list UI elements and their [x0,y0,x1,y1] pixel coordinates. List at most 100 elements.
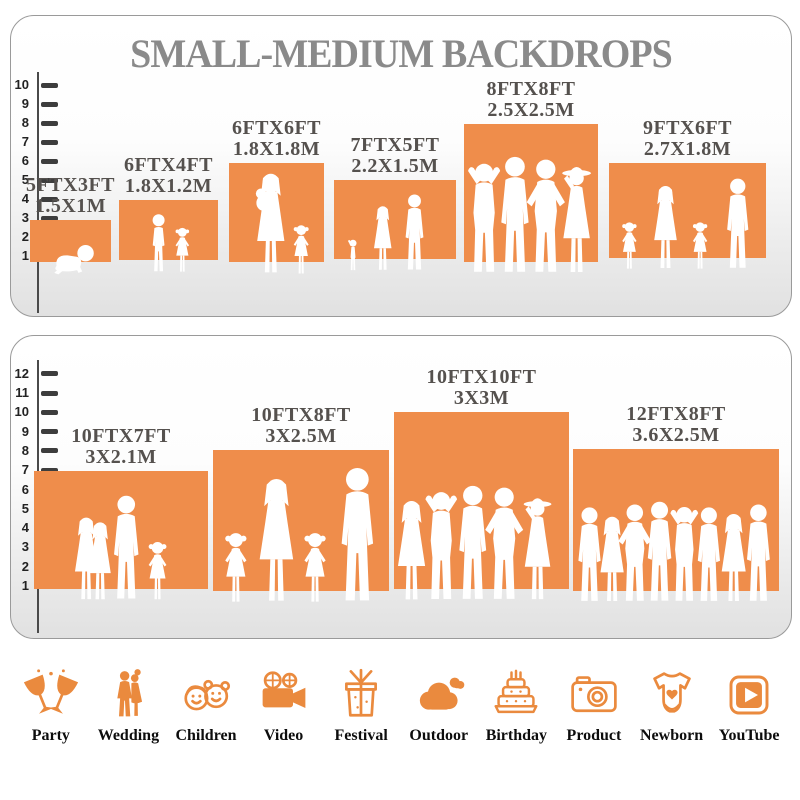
ruler-tick [41,467,58,473]
size-ft-text: 7FTX5FT [350,134,440,156]
category-label: Birthday [485,727,548,744]
backdrop-10ftx8ft [213,450,389,602]
category-wedding: Wedding [90,660,168,770]
ruler-tick [41,177,58,183]
backdrop-size-label: 10FTX10FT 3X3M [367,367,597,409]
backdrop-12ftx8ft [573,449,779,602]
size-m-text: 2.7X1.8M [643,138,732,160]
category-product: Product [555,660,633,770]
festival-icon [334,668,388,722]
ruler-number: 7 [21,462,29,478]
category-label: Outdoor [409,727,469,744]
ruler-tick [41,158,58,164]
backdrop-10ftx10ft [394,412,569,600]
size-ft-text: 9FTX6FT [642,117,733,139]
ruler-tick [41,409,58,415]
backdrop-size-label: 8FTX8FT 2.5X2.5M [416,79,646,121]
outdoor-icon [412,668,466,722]
size-m-text: 3.6X2.5M [632,424,720,446]
category-label: YouTube [718,727,780,744]
family-of-4-silhouettes [622,178,749,269]
ruler-tick [41,82,58,88]
backdrop-size-label: 6FTX6FT 1.8X1.8M [162,118,392,160]
ruler-tick [41,120,58,126]
ruler-tick [41,139,58,145]
backdrop-9ftx6ft [609,163,766,269]
ruler-number: 5 [21,500,29,516]
size-m-text: 1.8X1.2M [124,175,213,197]
size-m-text: 3X2.5M [265,425,337,447]
backdrop-size-label: 5FTX3FT 1.5X1M [0,175,186,217]
category-children: Children [167,660,245,770]
ruler-number: 5 [21,172,29,187]
size-m-text: 3X2.1M [85,446,157,468]
ruler-tick [41,448,58,454]
ruler-number: 2 [21,229,29,244]
category-label: Festival [334,727,388,744]
children-icon [179,668,233,722]
ruler-number: 8 [21,442,29,458]
family-of-4-silhouettes [225,467,374,602]
ruler-number: 4 [21,520,29,536]
ruler-number: 12 [14,365,29,381]
two-kids-silhouettes [152,214,190,272]
ruler-number: 7 [21,134,29,149]
birthday-icon [489,668,543,722]
page-title: SMALL-MEDIUM BACKDROPS [130,31,673,76]
ruler-number: 4 [21,191,29,206]
backdrop-size-label: 9FTX6FT 2.7X1.8M [573,118,800,160]
size-ft-text: 5FTX3FT [25,174,116,196]
category-video: Video [245,660,323,770]
party-icon [24,668,78,722]
backdrop-7ftx5ft [334,180,456,271]
size-m-text: 3X3M [453,387,510,409]
category-label: Children [175,727,237,744]
ruler-number: 1 [21,248,29,263]
size-ft-text: 10FTX8FT [251,404,351,426]
backdrop-6ftx4ft [119,200,218,272]
ruler-number: 6 [21,481,29,497]
category-party: Party [12,660,90,770]
category-label: Wedding [97,727,160,744]
backdrop-8ftx8ft [464,124,598,272]
ruler-number: 1 [21,578,29,593]
adults-group-4-silhouettes [468,156,591,272]
category-outdoor: Outdoor [400,660,478,770]
category-label: Product [566,727,622,744]
panel-medium-large: 1 2 3 4 5 6 7 8 9 10 11 12 10FTX7FT 3X2.1M 10FTX8FT 3X… [10,335,792,639]
category-newborn: Newborn [633,660,711,770]
wedding-icon [101,668,155,722]
ruler-tick [41,215,58,221]
size-m-text: 2.5X2.5M [487,99,575,121]
ruler-tick [41,429,58,435]
crowd-8-silhouettes [578,501,770,602]
category-label: Newborn [639,727,704,744]
ruler-tick [41,101,58,107]
category-youtube: YouTube [710,660,788,770]
panel-small-medium: SMALL-MEDIUM BACKDROPS 1 2 3 4 5 6 7 8 9 10 5FTX3… [10,15,792,317]
trio-family-silhouettes [74,495,167,600]
ruler-tick [41,390,58,396]
ruler-number: 9 [21,423,29,439]
size-ft-text: 6FTX6FT [231,117,322,139]
size-m-text: 1.8X1.8M [232,138,321,160]
crawling-baby-silhouettes [54,244,94,275]
category-row: Party Wedding Children Video Festival Outdoor… [0,660,800,770]
ruler-number: 10 [14,77,29,92]
category-label: Party [31,727,70,744]
ruler-number: 9 [21,96,29,111]
newborn-icon [645,668,699,722]
ruler-axis-line [37,72,39,313]
backdrop-size-label: 6FTX4FT 1.8X1.2M [54,155,284,197]
ruler-number: 8 [21,115,29,130]
size-ft-text: 6FTX4FT [123,154,214,176]
backdrop-10ftx7ft [34,471,208,600]
backdrop-size-label: 7FTX5FT 2.2X1.5M [280,135,510,177]
ruler-number: 10 [14,404,29,420]
backdrop-size-label: 10FTX8FT 3X2.5M [186,405,416,447]
backdrop-size-label: 10FTX7FT 3X2.1M [6,426,236,468]
category-festival: Festival [322,660,400,770]
size-ft-text: 12FTX8FT [626,403,726,425]
adults-group-5-silhouettes [397,485,552,600]
family-of-3-silhouettes [347,194,424,271]
